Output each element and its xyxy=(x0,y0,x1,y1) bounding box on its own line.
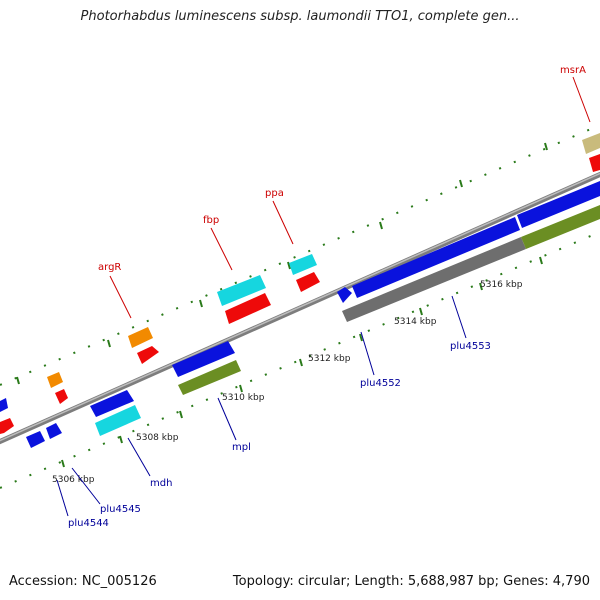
gene-label-plu4552: plu4552 xyxy=(360,378,401,389)
gene-argR[interactable] xyxy=(128,327,153,348)
gene-msrA[interactable] xyxy=(582,133,600,154)
gene-arrow-blue[interactable] xyxy=(172,341,235,377)
gene-arrow-olive[interactable] xyxy=(178,360,241,395)
map-title: Photorhabdus luminescens subsp. laumondi… xyxy=(80,9,520,24)
gene-label-plu4545: plu4545 xyxy=(100,504,141,515)
gene-mdh[interactable] xyxy=(95,405,141,436)
gene-arrow-grey[interactable] xyxy=(342,237,526,322)
tick-label-5312: 5312 kbp xyxy=(308,354,351,364)
gene-arrow-red[interactable] xyxy=(296,272,320,292)
gene-plu4545[interactable] xyxy=(46,423,62,439)
accession-label: Accession: NC_005126 xyxy=(9,574,157,589)
forward-genes xyxy=(0,133,600,434)
backbone-track xyxy=(0,171,600,445)
gene-label-fbp: fbp xyxy=(203,215,219,226)
tick-label-5314: 5314 kbp xyxy=(394,317,437,327)
gene-arrow-blue[interactable] xyxy=(337,287,352,303)
gene-arrow-red[interactable] xyxy=(55,389,68,404)
tick-label-5306: 5306 kbp xyxy=(52,475,95,485)
gene-label-ppa: ppa xyxy=(265,188,284,199)
gene-arrow-blue[interactable] xyxy=(0,398,8,412)
tick-label-5308: 5308 kbp xyxy=(136,433,179,443)
tick-label-5310: 5310 kbp xyxy=(222,393,265,403)
gene-plu4544[interactable] xyxy=(26,431,45,448)
gene-label-mpl: mpl xyxy=(232,442,251,453)
tick-label-5316: 5316 kbp xyxy=(480,280,523,290)
genome-summary: Topology: circular; Length: 5,688,987 bp… xyxy=(232,574,590,589)
gene-label-mdh: mdh xyxy=(150,478,172,489)
gene-label-argR: argR xyxy=(98,262,121,273)
gene-fbp[interactable] xyxy=(217,275,266,306)
gene-arrow-red[interactable] xyxy=(225,293,271,324)
gene-label-msrA: msrA xyxy=(560,65,586,76)
tick-row-top xyxy=(0,124,600,386)
gene-arrow-blue[interactable] xyxy=(90,390,134,417)
gene-arrow-blue[interactable] xyxy=(352,217,520,298)
gene-label-plu4544: plu4544 xyxy=(68,518,109,529)
gene-arrow-olive[interactable] xyxy=(521,205,600,249)
gene-arrow-red[interactable] xyxy=(589,154,600,172)
leader-lines xyxy=(56,76,591,517)
major-ticks xyxy=(16,142,548,468)
reverse-genes xyxy=(26,390,141,448)
gene-label-plu4553: plu4553 xyxy=(450,341,491,352)
gene-arrow-orange[interactable] xyxy=(47,372,63,388)
gene-arrow-blue[interactable] xyxy=(517,181,600,228)
gene-arrow-red[interactable] xyxy=(137,346,159,364)
gene-arrow-red[interactable] xyxy=(0,418,14,434)
gene-ppa[interactable] xyxy=(289,254,317,275)
